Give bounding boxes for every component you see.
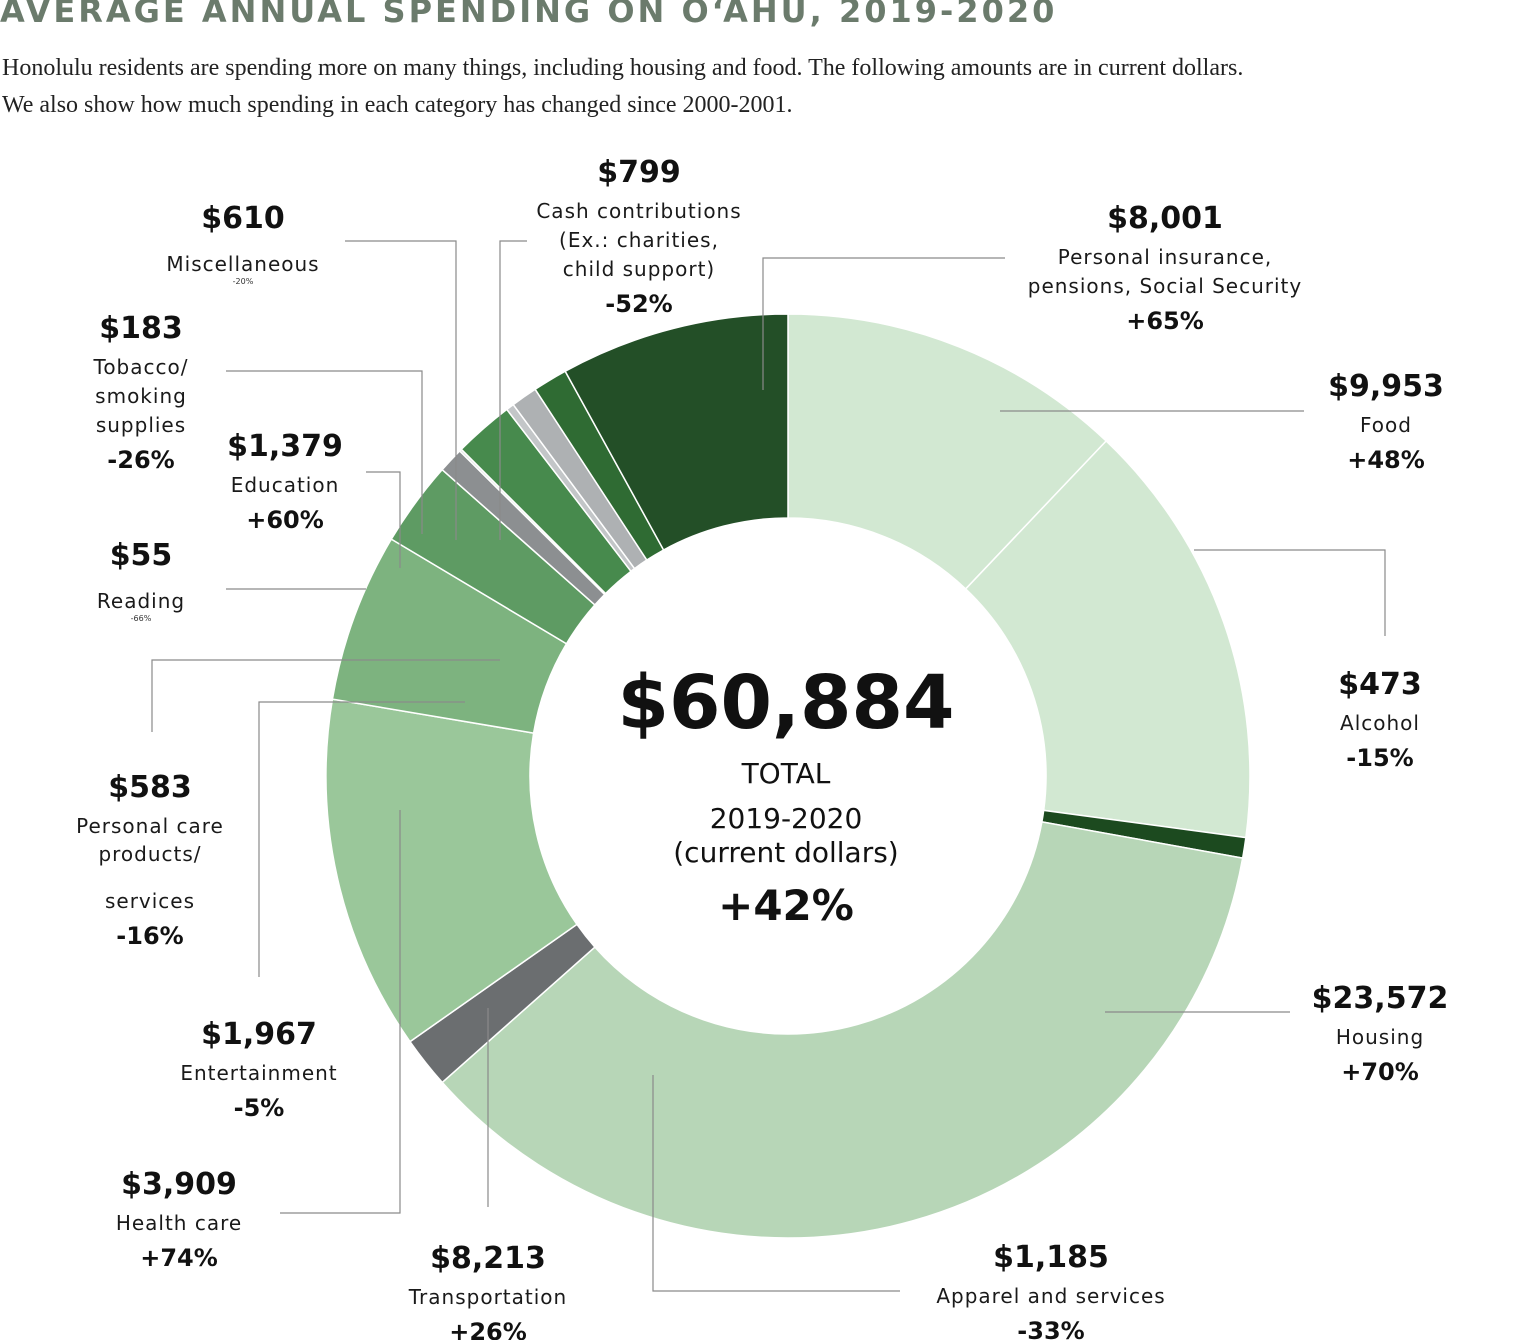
slice-unlabeled-dark — [564, 313, 789, 551]
leader-health-care — [280, 810, 401, 1214]
change-entertainment: -5% — [234, 1094, 285, 1122]
label-health-care: $3,909 Health care +74% — [116, 1167, 242, 1272]
label-cash-contributions: $799 Cash contributions (Ex.: charities, ch… — [536, 155, 741, 318]
category-personal-care-line-1: Personal care — [76, 814, 224, 838]
amount-personal-care: $583 — [108, 770, 192, 805]
change-housing: +70% — [1341, 1058, 1419, 1086]
amount-cash-contributions: $799 — [597, 155, 681, 190]
category-education-line-1: Education — [231, 473, 340, 497]
slice-labels: $8,001 Personal insurance, pensions, Socia… — [76, 155, 1448, 1340]
leader-alcohol — [1194, 549, 1386, 636]
total-units: (current dollars) — [673, 836, 898, 869]
leader-personal-insurance — [762, 257, 1005, 390]
amount-personal-insurance: $8,001 — [1107, 201, 1223, 236]
amount-food: $9,953 — [1328, 369, 1444, 404]
amount-health-care: $3,909 — [121, 1167, 237, 1202]
slice-transportation — [325, 698, 578, 1043]
label-food: $9,953 Food +48% — [1328, 369, 1444, 474]
leader-cash-contributions — [499, 240, 527, 540]
label-housing: $23,572 Housing +70% — [1312, 981, 1449, 1086]
leader-miscellaneous — [345, 240, 457, 540]
change-personal-insurance: +65% — [1126, 307, 1204, 335]
category-apparel-line-1: Apparel and services — [936, 1284, 1165, 1308]
label-education: $1,379 Education +60% — [227, 429, 343, 534]
chart-subtitle: Honolulu residents are spending more on … — [2, 50, 1512, 124]
donut-slices — [325, 313, 1251, 1239]
category-personal-insurance-line-2: pensions, Social Security — [1028, 274, 1302, 298]
category-cash-contributions-line-2: (Ex.: charities, — [559, 228, 719, 252]
category-cash-contributions-line-1: Cash contributions — [536, 199, 741, 223]
category-tobacco-line-3: supplies — [96, 413, 186, 437]
leader-personal-care — [151, 659, 500, 732]
leader-lines — [151, 240, 1386, 1292]
change-miscellaneous: -20% — [233, 277, 254, 286]
amount-tobacco: $183 — [99, 311, 183, 346]
amount-entertainment: $1,967 — [201, 1017, 317, 1052]
category-food-line-1: Food — [1360, 413, 1412, 437]
amount-housing: $23,572 — [1312, 981, 1449, 1016]
category-personal-care-line-2: products/ — [98, 842, 201, 866]
amount-transportation: $8,213 — [430, 1241, 546, 1276]
leader-tobacco — [226, 370, 423, 534]
change-apparel: -33% — [1017, 1317, 1084, 1340]
chart-title: AVERAGE ANNUAL SPENDING ON O‘AHU, 2019-2… — [0, 0, 1058, 30]
label-tobacco: $183 Tobacco/smoking supplies -26% — [93, 311, 189, 474]
category-health-care-line-1: Health care — [116, 1211, 242, 1235]
label-alcohol: $473 Alcohol -15% — [1338, 667, 1422, 772]
subtitle-line-2: We also show how much spending in each c… — [2, 92, 793, 118]
slice-food — [964, 439, 1251, 839]
total-period: 2019-2020 — [710, 802, 863, 835]
category-tobacco-line-1: Tobacco/ — [93, 355, 189, 379]
label-apparel: $1,185 Apparel and services -33% — [936, 1240, 1165, 1340]
total-change: +42% — [718, 881, 854, 930]
change-reading: -66% — [131, 614, 152, 623]
total-label: TOTAL — [741, 757, 831, 790]
amount-alcohol: $473 — [1338, 667, 1422, 702]
category-cash-contributions-line-3: child support) — [563, 257, 715, 281]
leader-apparel — [652, 1075, 900, 1292]
label-reading: $55 Reading-66% — [97, 538, 185, 623]
category-personal-care-line-3: services — [105, 889, 195, 913]
leader-entertainment — [258, 701, 465, 977]
change-alcohol: -15% — [1346, 744, 1413, 772]
subtitle-line-1: Honolulu residents are spending more on … — [2, 55, 1244, 81]
category-entertainment-line-1: Entertainment — [180, 1061, 337, 1085]
slice-personal-insurance — [787, 313, 1108, 590]
label-miscellaneous: $610 Miscellaneous-20% — [166, 201, 319, 286]
change-personal-care: -16% — [116, 922, 183, 950]
slice-housing — [441, 820, 1244, 1239]
category-housing-line-1: Housing — [1336, 1025, 1424, 1049]
label-entertainment: $1,967 Entertainment -5% — [180, 1017, 337, 1122]
change-cash-contributions: -52% — [605, 290, 672, 318]
category-personal-insurance-line-1: Personal insurance, — [1058, 245, 1273, 269]
leader-education — [366, 471, 401, 568]
amount-apparel: $1,185 — [993, 1240, 1109, 1275]
change-health-care: +74% — [140, 1244, 218, 1272]
total-amount: $60,884 — [617, 660, 954, 746]
category-reading-line-1: Reading — [97, 589, 185, 613]
change-education: +60% — [246, 506, 324, 534]
amount-reading: $55 — [110, 538, 173, 573]
category-transportation-line-1: Transportation — [408, 1285, 567, 1309]
change-transportation: +26% — [449, 1318, 527, 1340]
category-alcohol-line-1: Alcohol — [1340, 711, 1420, 735]
label-transportation: $8,213 Transportation +26% — [408, 1241, 567, 1340]
label-personal-insurance: $8,001 Personal insurance, pensions, Socia… — [1028, 201, 1302, 335]
label-personal-care: $583 Personal care products/services -16% — [76, 770, 224, 950]
change-food: +48% — [1347, 446, 1425, 474]
amount-miscellaneous: $610 — [201, 201, 285, 236]
change-tobacco: -26% — [107, 446, 174, 474]
center-total: $60,884 TOTAL 2019-2020 (current dollars… — [617, 660, 954, 930]
amount-education: $1,379 — [227, 429, 343, 464]
category-tobacco-line-2: smoking — [95, 384, 187, 408]
category-miscellaneous-line-1: Miscellaneous — [166, 252, 319, 276]
